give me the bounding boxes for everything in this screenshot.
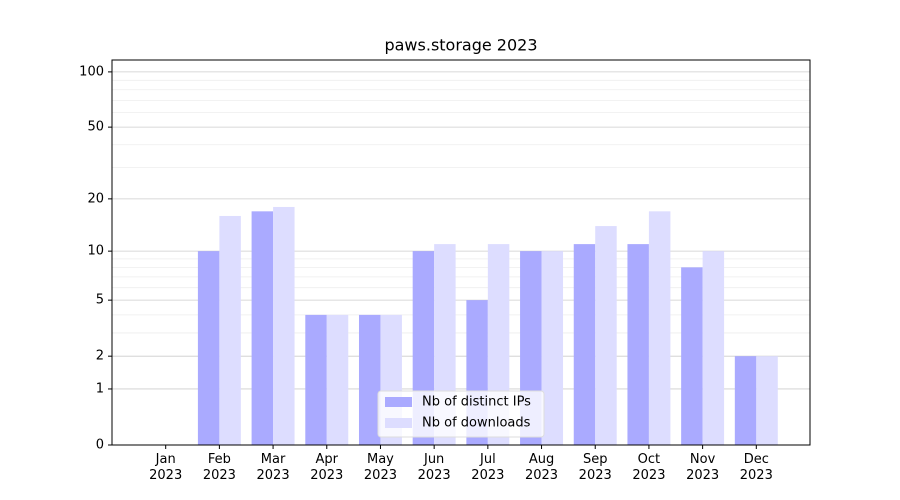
x-tick-label: Jul 2023: [471, 452, 505, 483]
x-tick-label: Apr 2023: [310, 452, 344, 483]
x-tick-label: Dec 2023: [739, 452, 773, 483]
bar: [305, 314, 327, 445]
bar: [681, 267, 703, 445]
x-tick-label: Aug 2023: [524, 452, 559, 483]
legend-label: Nb of distinct IPs: [422, 395, 531, 410]
y-tick-label: 20: [87, 191, 104, 206]
x-tick-label: Nov 2023: [686, 452, 720, 483]
bar: [595, 226, 617, 445]
chart-title: paws.storage 2023: [384, 36, 537, 55]
y-tick-label: 10: [87, 244, 104, 259]
y-tick-label: 2: [96, 349, 104, 364]
legend-swatch: [385, 418, 412, 428]
legend-swatch: [385, 397, 412, 407]
y-tick-label: 0: [96, 438, 104, 453]
bar: [197, 251, 220, 445]
bar: [273, 206, 295, 445]
x-tick-label: Mar 2023: [256, 452, 290, 483]
bar: [648, 211, 671, 445]
bar: [627, 244, 649, 445]
x-tick-label: Jan 2023: [149, 452, 183, 483]
x-tick-label: Feb 2023: [202, 452, 236, 483]
x-tick-label: Jun 2023: [417, 452, 451, 483]
bar: [734, 356, 757, 445]
legend-label: Nb of downloads: [422, 416, 531, 431]
legend-box: [377, 390, 545, 438]
x-tick-label: Sep 2023: [578, 452, 612, 483]
y-tick-label: 5: [96, 293, 104, 308]
plot-frame: [111, 59, 811, 446]
bar: [219, 215, 241, 445]
bar: [326, 314, 349, 445]
y-tick-label: 50: [87, 120, 104, 135]
y-tick-label: 1: [96, 381, 104, 396]
x-tick-label: Oct 2023: [632, 452, 666, 483]
bar: [702, 251, 725, 445]
bar: [541, 251, 564, 445]
y-tick-label: 100: [79, 64, 104, 79]
bar: [358, 314, 381, 445]
bar: [573, 244, 596, 445]
x-tick-label: May 2023: [363, 452, 397, 483]
bar: [756, 356, 778, 445]
bar: [251, 211, 274, 445]
legend: Nb of distinct IPs Nb of downloads: [377, 390, 545, 438]
